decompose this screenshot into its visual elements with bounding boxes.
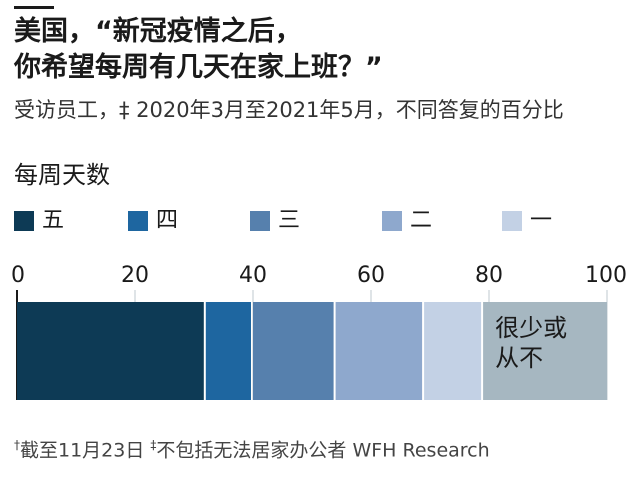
footnote-mark-1: † [14,438,20,452]
tick-label-100: 100 [585,263,627,288]
tick-label-40: 40 [239,263,267,288]
footnote-text-1: 截至11月23日 [20,439,145,462]
legend-label-3: 三 [278,208,301,233]
chart-title: 美国，“新冠疫情之后， 你希望每周有几天在家上班？” [14,14,624,86]
footnote-source: WFH Research [352,439,490,462]
legend-title: 每周天数 [14,161,110,189]
bar-segment-1 [17,302,204,400]
title-line-1: 美国，“新冠疫情之后， [14,16,302,47]
bar-segment-4 [335,302,423,400]
tick-label-20: 20 [121,263,149,288]
footnote: †截至11月23日 ‡不包括无法居家办公者 WFH Research [14,432,490,463]
legend: 五 四 三 二 一 [14,206,634,236]
annotation-line-2: 从不 [495,344,543,372]
legend-label-2: 二 [410,208,433,233]
legend-swatch-2 [382,211,402,231]
tick-label-60: 60 [357,263,385,288]
title-line-2: 你希望每周有几天在家上班？” [14,52,383,83]
legend-swatch-1 [502,211,522,231]
chart-subtitle: 受访员工，‡ 2020年3月至2021年5月，不同答复的百分比 [14,98,564,122]
top-rule [14,6,54,9]
x-axis-ticks: 0 20 40 60 80 100 [11,263,627,400]
bar-segment-3 [253,302,334,400]
legend-label-5: 五 [42,208,65,233]
bar-segment-2 [205,302,251,400]
bar-segments [17,302,607,400]
bar-segment-6 [483,302,607,400]
footnote-text-2: 不包括无法居家办公者 [156,439,347,462]
footnote-mark-2: ‡ [150,438,157,452]
bar-segment-5 [424,302,482,400]
legend-label-4: 四 [156,208,179,233]
annotation-line-1: 很少或 [495,314,567,342]
legend-label-1: 一 [530,208,553,233]
legend-swatch-5 [14,211,34,231]
tick-label-0: 0 [11,263,25,288]
legend-swatch-4 [128,211,148,231]
tick-label-80: 80 [475,263,503,288]
legend-swatch-3 [250,211,270,231]
